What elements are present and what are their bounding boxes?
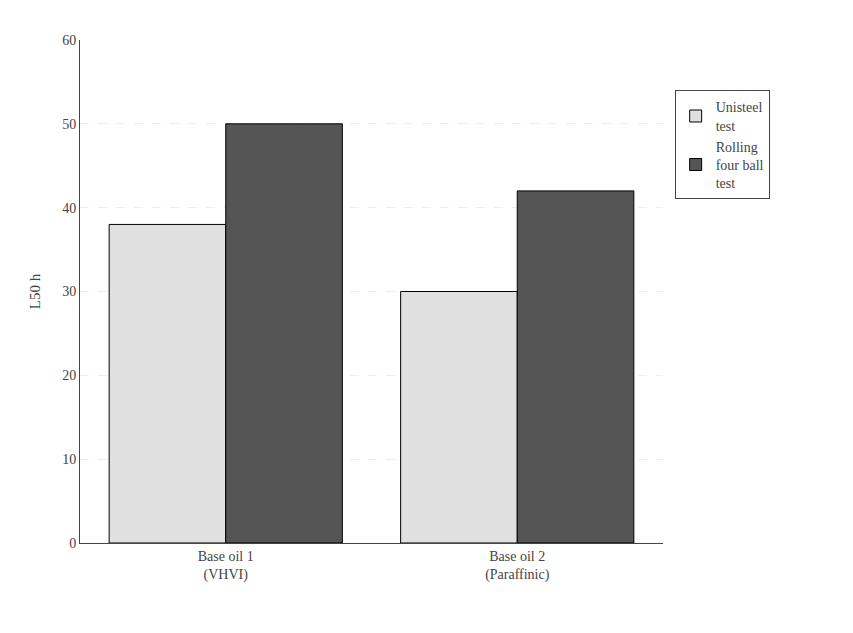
svg-text:0: 0: [69, 536, 76, 551]
svg-text:20: 20: [62, 368, 76, 383]
svg-text:30: 30: [62, 284, 76, 299]
svg-text:40: 40: [62, 201, 76, 216]
svg-text:L50 h: L50 h: [27, 273, 43, 309]
svg-text:Rollingfour balltest: Rollingfour balltest: [716, 140, 764, 191]
svg-text:10: 10: [62, 452, 76, 467]
svg-text:Unisteeltest: Unisteeltest: [716, 100, 763, 133]
svg-text:50: 50: [62, 117, 76, 132]
svg-text:Base oil 1(VHVI): Base oil 1(VHVI): [198, 549, 254, 583]
svg-text:60: 60: [62, 33, 76, 48]
svg-text:Base oil 2(Paraffinic): Base oil 2(Paraffinic): [485, 549, 550, 583]
